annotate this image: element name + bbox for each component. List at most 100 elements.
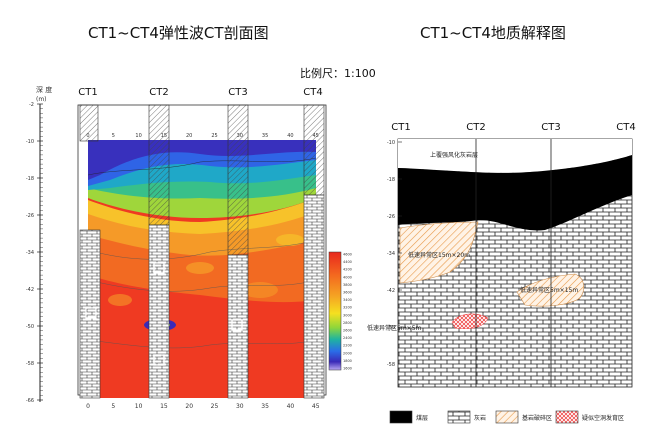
colorbar-tick-label: 2400 [343, 336, 352, 340]
x-tick-label: 45 [312, 403, 320, 410]
colorbar-tick-label: 3000 [343, 313, 352, 317]
depth-tick-label: -10 [26, 139, 34, 145]
well-label-right-ct1: CT1 [391, 122, 410, 133]
zone2-label: 低速异常区5m×15m [520, 286, 578, 294]
right-depth-tick-label: -58 [387, 362, 395, 368]
anomaly-marker [85, 307, 97, 319]
geology-legend: 煤层 灰岩 基岩破碎区 疑似空洞发育区 [389, 410, 624, 424]
top-tick-label: 40 [287, 133, 293, 139]
depth-tick-label: -58 [26, 361, 34, 367]
depth-tick-label: -2 [29, 102, 34, 108]
x-tick-label: 25 [211, 403, 219, 410]
legend-swatch [555, 410, 579, 424]
legend-swatch [447, 410, 471, 424]
right-depth-ticks: -10 -18 -26 -34 -42 -50 -58 [387, 140, 402, 368]
x-tick-label: 30 [236, 403, 244, 410]
legend-label: 疑似空洞发育区 [582, 414, 624, 422]
legend-label: 灰岩 [474, 414, 486, 422]
x-axis-ticks: 0 5 10 15 20 25 30 35 40 45 [86, 403, 320, 410]
x-tick-label: 20 [185, 403, 193, 410]
top-axis-ticks: 0 5 10 15 20 25 30 35 40 45 [86, 133, 318, 139]
coal-layer [398, 155, 632, 231]
velocity-tomogram [87, 140, 317, 398]
top-tick-label: 30 [237, 133, 243, 139]
colorbar-tick-label: 1800 [343, 359, 352, 363]
left-panel-title: CT1~CT4弹性波CT剖面图 [88, 24, 269, 42]
top-tick-label: 0 [86, 133, 89, 139]
cavity-zone [451, 313, 489, 329]
x-tick-label: 35 [261, 403, 269, 410]
x-tick-label: 40 [287, 403, 295, 410]
left-ct-section: 深 度 (m) -2 -10 -18 -26 -34 -42 -50 -58 -66 CT1 CT… [26, 85, 352, 410]
well-label-ct2: CT2 [149, 87, 168, 98]
top-tick-label: 5 [112, 133, 115, 139]
anomaly-marker [231, 319, 243, 331]
borehole-ct3 [227, 104, 249, 399]
well-label-right-ct3: CT3 [541, 122, 560, 133]
depth-tick-label: -66 [26, 398, 34, 404]
legend-swatch [495, 410, 519, 424]
depth-tick-label: -26 [26, 213, 34, 219]
top-tick-label: 35 [262, 133, 268, 139]
colorbar-tick-label: 3400 [343, 298, 352, 302]
colorbar-tick-label: 3800 [343, 283, 352, 287]
top-tick-label: 45 [313, 133, 319, 139]
x-tick-label: 10 [135, 403, 143, 410]
legend-label: 煤层 [416, 414, 428, 422]
borehole-ct4 [303, 104, 325, 399]
right-depth-tick-label: -50 [387, 325, 395, 331]
colorbar-tick-label: 4400 [343, 260, 352, 264]
colorbar-tick-label: 1600 [343, 367, 352, 371]
well-label-ct1: CT1 [78, 87, 97, 98]
colorbar-tick-label: 3600 [343, 291, 352, 295]
colorbar-tick-label: 3200 [343, 306, 352, 310]
borehole-ct1 [79, 104, 101, 399]
right-geology-section: CT1 CT2 CT3 CT4 上覆强风化灰岩层 低速异常区15m×20m 低速异常区… [367, 122, 636, 388]
right-depth-tick-label: -26 [387, 214, 395, 220]
well-label-right-ct2: CT2 [466, 122, 485, 133]
depth-tick-label: -50 [26, 324, 34, 330]
top-tick-label: 15 [161, 133, 167, 139]
x-tick-label: 5 [111, 403, 115, 410]
legend-swatch [389, 410, 413, 424]
depth-axis-ticks: -2 -10 -18 -26 -34 -42 -50 -58 -66 [26, 102, 43, 404]
scale-label: 比例尺：1:100 [300, 67, 376, 80]
well-label-ct4: CT4 [303, 87, 322, 98]
zone3-label: 低速异常区5m×5m [367, 324, 422, 332]
fracture-zone-2 [516, 273, 584, 307]
colorbar-tick-label: 4600 [343, 253, 352, 257]
colorbar-tick-label: 2200 [343, 344, 352, 348]
well-label-right-ct4: CT4 [616, 122, 635, 133]
top-tick-label: 25 [211, 133, 217, 139]
right-depth-tick-label: -34 [387, 251, 395, 257]
right-depth-tick-label: -42 [387, 288, 395, 294]
depth-axis-header: 深 度 [36, 85, 52, 94]
well-label-ct3: CT3 [228, 87, 247, 98]
depth-tick-label: -18 [26, 176, 34, 182]
legend-label: 基岩破碎区 [522, 414, 552, 422]
right-depth-tick-label: -18 [387, 177, 395, 183]
velocity-colorbar: 4600 4400 4200 4000 3800 3600 3400 3200 3000 2800… [328, 251, 352, 371]
top-tick-label: 20 [186, 133, 192, 139]
colorbar-ticks: 4600 4400 4200 4000 3800 3600 3400 3200 3000 2800… [343, 253, 352, 371]
colorbar-tick-label: 4000 [343, 275, 352, 279]
depth-axis-unit: (m) [36, 96, 47, 103]
zone1-label: 低速异常区15m×20m [408, 251, 470, 259]
x-tick-label: 0 [86, 403, 90, 410]
anomaly-marker [153, 354, 165, 366]
anomaly-marker [153, 262, 165, 274]
right-depth-tick-label: -10 [387, 140, 395, 146]
colorbar-tick-label: 4200 [343, 268, 352, 272]
x-tick-label: 15 [160, 403, 168, 410]
depth-tick-label: -42 [26, 287, 34, 293]
colorbar-tick-label: 2000 [343, 351, 352, 355]
borehole-ct2 [148, 104, 170, 399]
fracture-zone-1 [399, 221, 479, 284]
colorbar-tick-label: 2800 [343, 321, 352, 325]
depth-tick-label: -34 [26, 250, 34, 256]
upper-zone [398, 139, 632, 173]
colorbar-tick-label: 2600 [343, 329, 352, 333]
right-panel-title: CT1~CT4地质解释图 [420, 24, 566, 42]
well-labels-right: CT1 CT2 CT3 CT4 [391, 122, 635, 133]
